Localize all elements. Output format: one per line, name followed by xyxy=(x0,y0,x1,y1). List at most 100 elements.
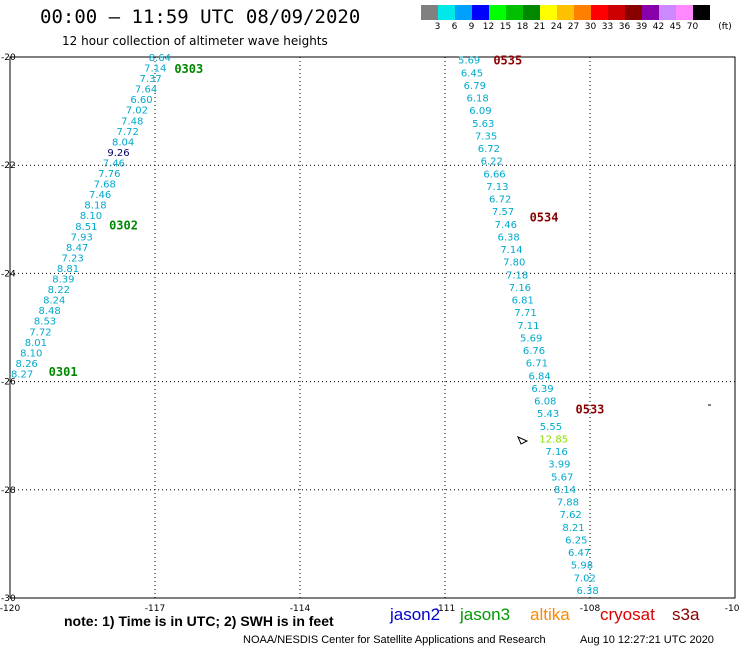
scale-label: 12 xyxy=(482,22,495,32)
scale-swatch xyxy=(642,5,659,20)
wave-height-label: 6.81 xyxy=(512,296,534,307)
wave-height-label: 6.08 xyxy=(534,397,556,408)
page-subtitle: 12 hour collection of altimeter wave hei… xyxy=(62,34,328,48)
satellite-cryosat: cryosat xyxy=(600,605,655,624)
scale-swatch xyxy=(591,5,608,20)
wave-height-label: 6.39 xyxy=(531,384,553,395)
map-frame xyxy=(9,56,736,599)
scale-swatch xyxy=(659,5,676,20)
wave-height-label: 5.69 xyxy=(458,56,480,67)
wave-height-label: 7.02 xyxy=(126,106,148,117)
scale-label: 42 xyxy=(652,22,665,32)
wave-height-label: 3.99 xyxy=(548,460,570,471)
wave-height-label: 5.63 xyxy=(472,119,494,130)
wave-height-label: 7.14 xyxy=(500,245,522,256)
wave-height-label: 7.37 xyxy=(140,74,162,85)
island-outline xyxy=(517,436,529,445)
wave-height-label: 6.84 xyxy=(529,371,551,382)
satellite-jason3: jason3 xyxy=(460,605,511,624)
wave-height-label: 5.55 xyxy=(540,422,562,433)
scale-label: 24 xyxy=(550,22,563,32)
scale-swatch xyxy=(693,5,710,20)
scale-swatch xyxy=(489,5,506,20)
pass-time-label: 0535 xyxy=(493,54,522,68)
wave-height-label: 7.76 xyxy=(98,169,120,180)
x-tick-label: -114 xyxy=(290,604,311,614)
wave-height-label: 6.09 xyxy=(469,106,491,117)
wave-height-label: 8.01 xyxy=(25,338,47,349)
satellite-altika: altika xyxy=(530,605,570,624)
scale-label: 15 xyxy=(499,22,512,32)
timestamp-text: Aug 10 12:27:21 UTC 2020 xyxy=(580,634,714,646)
wave-height-label: 7.02 xyxy=(574,573,596,584)
wave-height-label: 7.35 xyxy=(475,131,497,142)
wave-height-label: 6.45 xyxy=(461,68,483,79)
pass-time-label: 0303 xyxy=(174,62,203,76)
wave-height-label: 7.93 xyxy=(71,232,93,243)
scale-label: 3 xyxy=(434,22,441,32)
wave-height-label: 8.51 xyxy=(75,222,97,233)
scale-label: 33 xyxy=(601,22,614,32)
wave-height-label: 8.27 xyxy=(11,369,33,380)
x-tick-label: -105 xyxy=(725,604,740,614)
wave-height-label: 7.46 xyxy=(89,190,111,201)
wave-height-label: 7.48 xyxy=(121,116,143,127)
wave-height-label: 7.23 xyxy=(61,253,83,264)
pass-time-label: 0534 xyxy=(530,211,559,225)
wave-height-label: 7.18 xyxy=(506,270,528,281)
scale-swatch xyxy=(574,5,591,20)
scale-label: 9 xyxy=(468,22,475,32)
scale-unit: (ft) xyxy=(718,22,732,32)
scale-label: 18 xyxy=(516,22,529,32)
wave-height-label: 8.24 xyxy=(43,296,65,307)
scale-swatch xyxy=(676,5,693,20)
wave-height-label: 5.98 xyxy=(571,561,593,572)
wave-height-label: 6.71 xyxy=(526,359,548,370)
wave-height-label: 7.16 xyxy=(509,283,531,294)
wave-height-label: 7.11 xyxy=(517,321,539,332)
wave-height-label: 8.14 xyxy=(554,485,576,496)
wave-height-label: 8.47 xyxy=(66,243,88,254)
wave-height-label: 7.72 xyxy=(117,127,139,138)
wave-height-label: 6.25 xyxy=(565,535,587,546)
y-tick-label: -30 xyxy=(1,594,16,604)
wave-height-label: 8.48 xyxy=(39,306,61,317)
scale-swatch xyxy=(472,5,489,20)
scale-label: 45 xyxy=(669,22,682,32)
wave-height-label: 8.10 xyxy=(80,211,102,222)
wave-height-label: 7.64 xyxy=(135,85,157,96)
scale-swatch xyxy=(625,5,642,20)
satellite-jason2: jason2 xyxy=(390,605,441,624)
wave-height-label: 8.53 xyxy=(34,317,56,328)
wave-height-label: 6.79 xyxy=(464,81,486,92)
y-tick-label: -26 xyxy=(1,378,16,388)
wave-height-label: 7.57 xyxy=(492,207,514,218)
scale-swatch xyxy=(455,5,472,20)
wave-height-label: 8.18 xyxy=(84,201,106,212)
wave-height-label: 8.39 xyxy=(52,275,74,286)
scale-swatch xyxy=(438,5,455,20)
wave-height-label: 7.16 xyxy=(545,447,567,458)
wave-height-label: 6.38 xyxy=(576,586,598,597)
footer-note: note: 1) Time is in UTC; 2) SWH is in fe… xyxy=(64,613,334,629)
wave-height-label: 6.22 xyxy=(481,157,503,168)
x-tick-label: -120 xyxy=(0,604,20,614)
x-tick-label: -111 xyxy=(435,604,455,614)
wave-height-label: 8.64 xyxy=(149,53,171,64)
wave-height-label: 5.69 xyxy=(520,333,542,344)
wave-height-label: 8.22 xyxy=(48,285,70,296)
scale-swatch xyxy=(421,5,438,20)
scale-swatch xyxy=(540,5,557,20)
wave-height-label: 6.60 xyxy=(130,95,152,106)
wave-height-label: 6.47 xyxy=(568,548,590,559)
y-tick-label: -24 xyxy=(1,269,16,279)
scale-label: 21 xyxy=(533,22,546,32)
wave-height-label: 7.68 xyxy=(94,180,116,191)
scale-label: 27 xyxy=(567,22,580,32)
wave-height-label: 6.66 xyxy=(483,169,505,180)
scale-swatch xyxy=(608,5,625,20)
satellite-s3a: s3a xyxy=(672,605,700,624)
scale-label: 6 xyxy=(451,22,458,32)
wave-height-label: 7.62 xyxy=(560,510,582,521)
